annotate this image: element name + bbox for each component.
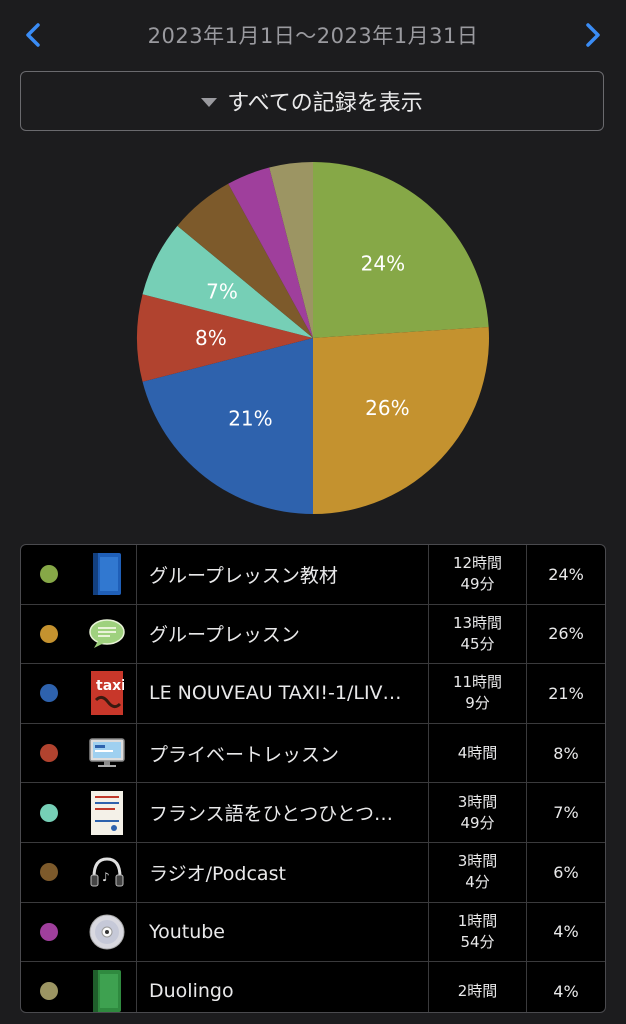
table-row[interactable]: フランス語をひとつひとつ… 3時間 49分 7% [21,783,605,843]
pie-slice [142,225,313,338]
color-dot [40,982,58,1001]
color-dot [40,624,58,643]
row-time-hours: 12時間 [452,554,503,573]
row-time-hours: 13時間 [452,613,503,632]
chevron-left-icon [26,23,40,47]
row-percent: 8% [553,743,579,763]
row-name: グループレッスン [137,604,429,664]
date-range-title: 2023年1月1日〜2023年1月31日 [147,24,479,48]
table-row[interactable]: Youtube 1時間 54分 4% [21,902,605,963]
row-percent: 24% [548,564,584,584]
row-name: Duolingo [137,962,429,1012]
row-percent: 4% [553,922,579,942]
row-time: 3時間 49分 [429,783,527,842]
row-time-hours: 3時間 [457,852,498,871]
row-name: LE NOUVEAU TAXI!-1/LIV… [137,664,429,723]
color-dot [40,803,58,822]
pie-slice [136,294,313,382]
filter-label: すべての記録を表示 [227,91,423,116]
headphones-icon: ♪ [77,842,137,902]
row-name: ラジオ/Podcast [137,842,429,902]
row-time-hours: 3時間 [457,792,498,811]
row-time: 12時間 49分 [429,545,527,604]
pie-slice [313,326,489,514]
disc-icon [77,902,137,962]
pie-slice [228,167,313,338]
chevron-right-icon [586,23,600,47]
row-name: グループレッスン教材 [137,545,429,604]
row-time: 13時間 45分 [429,604,527,664]
row-time: 3時間 4分 [429,842,527,902]
row-time-minutes: 4分 [465,873,490,892]
row-percent: 21% [548,683,584,703]
row-time: 2時間 [429,962,527,1012]
pie-slice-label: 21% [228,407,272,431]
prev-period-button[interactable] [16,18,50,52]
row-percent: 6% [553,862,579,882]
row-name: Youtube [137,902,429,962]
color-dot [40,922,58,941]
row-time-hours: 11時間 [452,673,503,692]
records-table: グループレッスン教材 12時間 49分 24% グループレッスン 13時間 45分 26% ta… [20,544,606,1013]
color-dot-cell [21,922,77,941]
book-green-icon [77,962,137,1012]
pie-slice [177,183,313,338]
table-row[interactable]: taxi LE NOUVEAU TAXI!-1/LIV… 11時間 9分 21% [21,664,605,724]
color-dot-cell [21,684,77,703]
book-cover-french-icon [77,783,137,842]
row-time-minutes: 49分 [460,813,495,832]
show-all-records-button[interactable]: すべての記録を表示 [20,71,604,131]
book-cover-taxi-icon: taxi [77,664,137,723]
color-dot-cell [21,744,77,763]
row-time-minutes: 54分 [460,932,495,951]
row-time: 4時間 [429,723,527,783]
table-row[interactable]: グループレッスン教材 12時間 49分 24% [21,545,605,605]
row-name: プライベートレッスン [137,723,429,783]
table-row[interactable]: ♪ ラジオ/Podcast 3時間 4分 6% [21,842,605,903]
row-time-hours: 4時間 [457,743,498,762]
pie-slice-label: 24% [361,252,405,276]
header: 2023年1月1日〜2023年1月31日 [0,0,626,70]
color-dot [40,744,58,763]
svg-text:♪: ♪ [102,870,110,884]
pie-slice-label: 26% [365,396,409,420]
row-percent: 4% [553,981,579,1001]
pie-slice [269,162,313,338]
speech-bubble-icon [77,604,137,664]
next-period-button[interactable] [576,18,610,52]
row-time: 1時間 54分 [429,902,527,962]
color-dot-cell [21,863,77,882]
row-percent: 7% [553,803,579,823]
caret-down-icon [201,98,218,107]
row-time-hours: 2時間 [457,981,498,1000]
table-row[interactable]: グループレッスン 13時間 45分 26% [21,604,605,665]
pie-slice [313,162,489,338]
pie-chart-svg: 24% 26% 21% 8% 7% [136,162,489,514]
color-dot [40,565,58,584]
row-name: フランス語をひとつひとつ… [137,783,429,842]
pie-slice [142,338,313,514]
color-dot [40,684,58,703]
row-time-minutes: 45分 [460,634,495,653]
color-dot [40,863,58,882]
color-dot-cell [21,982,77,1001]
row-percent: 26% [548,624,584,644]
table-row[interactable]: プライベートレッスン 4時間 8% [21,723,605,784]
color-dot-cell [21,624,77,643]
pie-slice-label: 7% [206,280,238,304]
svg-text:taxi: taxi [96,678,124,694]
color-dot-cell [21,803,77,822]
row-time: 11時間 9分 [429,664,527,723]
monitor-icon [77,723,137,783]
pie-slice-label: 8% [195,326,227,350]
row-time-minutes: 9分 [465,694,490,713]
pie-chart: 24% 26% 21% 8% 7% [0,150,626,530]
row-time-minutes: 49分 [460,575,495,594]
table-row[interactable]: Duolingo 2時間 4% [21,962,605,1012]
row-time-hours: 1時間 [457,911,498,930]
color-dot-cell [21,565,77,584]
book-blue-icon [77,545,137,604]
